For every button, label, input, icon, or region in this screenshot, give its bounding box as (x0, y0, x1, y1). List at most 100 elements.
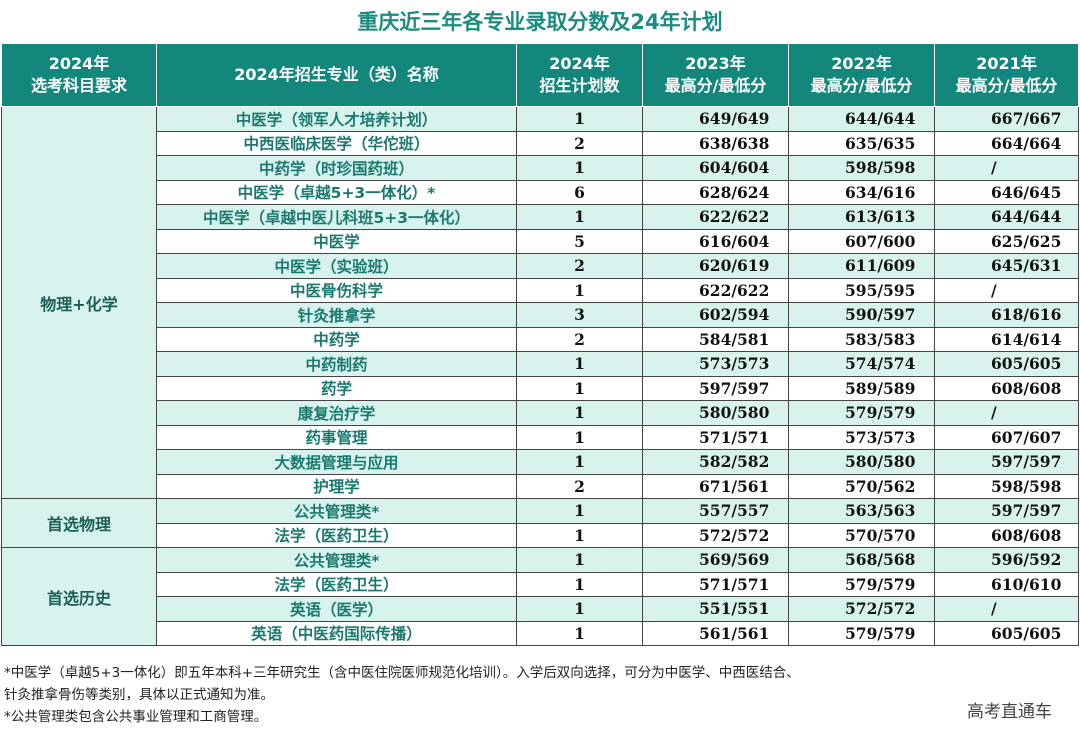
header-line: 最高分/最低分 (810, 76, 913, 95)
table-row: 中药学（时珍国药班） 1 604/604 598/598/ (2, 155, 1079, 181)
subject-group-label: 物理+化学 (1, 106, 157, 499)
score-2021-cell: / (934, 155, 1079, 181)
major-cell: 中医学 (156, 228, 517, 254)
score-2022-cell: 644/644 (788, 106, 935, 132)
footnote-line: *公共管理类包含公共事业管理和工商管理。 (4, 709, 268, 725)
score-2021-cell: 625/625 (934, 228, 1079, 254)
table-row: 英语（医学） 1 551/551 572/572/ (2, 596, 1079, 622)
plan-cell: 5 (516, 228, 643, 254)
major-cell: 中医学（卓越5+3一体化）* (156, 179, 517, 205)
score-2021-cell: 608/608 (934, 522, 1079, 548)
score-2021-cell: 646/645 (934, 179, 1079, 205)
page-title: 重庆近三年各专业录取分数及24年计划 (357, 10, 723, 34)
score-2023-cell: 628/624 (642, 179, 789, 205)
table-row: 法学（医药卫生） 1 571/571 579/579 610/610 (2, 571, 1079, 597)
table-row: 药学 1 597/597 589/589 608/608 (2, 375, 1079, 401)
header-line: 最高分/最低分 (955, 76, 1058, 95)
score-2023-cell: 602/594 (642, 302, 789, 328)
table-row: 中医学（卓越5+3一体化）* 6 628/624 634/616 646/645 (2, 179, 1079, 205)
plan-cell: 1 (516, 547, 643, 573)
plan-cell: 1 (516, 449, 643, 475)
score-2021-cell: 608/608 (934, 375, 1079, 401)
major-cell: 康复治疗学 (156, 400, 517, 426)
table-row: 物理+化学 中医学（领军人才培养计划） 1 649/649 644/644 667/667 (1, 106, 1079, 499)
major-cell: 大数据管理与应用 (156, 449, 517, 475)
plan-cell: 1 (516, 400, 643, 426)
score-2021-cell: 597/597 (934, 498, 1079, 524)
table-row: 中医学（实验班） 2 620/619 611/609 645/631 (2, 253, 1079, 279)
score-2022-cell: 563/563 (788, 498, 935, 524)
score-2022-cell: 611/609 (788, 253, 935, 279)
table-row: 大数据管理与应用 1 582/582 580/580 597/597 (2, 449, 1079, 475)
header-line: 2024年 (549, 54, 610, 73)
score-2021-cell: 610/610 (934, 571, 1079, 597)
header-major: 2024年招生专业（类）名称 (156, 43, 517, 107)
score-2023-cell: 582/582 (642, 449, 789, 475)
score-2021-cell: 614/614 (934, 326, 1079, 352)
header-line: 2023年 (685, 54, 746, 73)
plan-cell: 1 (516, 522, 643, 548)
score-2022-cell: 570/562 (788, 473, 935, 499)
score-2022-cell: 590/597 (788, 302, 935, 328)
score-2023-cell: 638/638 (642, 130, 789, 156)
major-cell: 护理学 (156, 473, 517, 499)
score-2023-cell: 573/573 (642, 351, 789, 377)
plan-cell: 1 (516, 498, 643, 524)
plan-cell: 2 (516, 326, 643, 352)
table-header-row: 2024年 选考科目要求 2024年招生专业（类）名称 2024年 招生计划数 … (1, 43, 1079, 107)
score-2023-cell: 616/604 (642, 228, 789, 254)
score-2022-cell: 635/635 (788, 130, 935, 156)
major-cell: 中医学（卓越中医儿科班5+3一体化） (156, 204, 517, 230)
score-2021-cell: 645/631 (934, 253, 1079, 279)
table-body: 物理+化学 中医学（领军人才培养计划） 1 649/649 644/644 667/667… (1, 106, 1079, 646)
plan-cell: 1 (516, 106, 643, 132)
plan-cell: 1 (516, 620, 643, 646)
header-plan: 2024年 招生计划数 (516, 43, 643, 107)
major-cell: 中西医临床医学（华佗班） (156, 130, 517, 156)
table-row: 中药制药 1 573/573 574/574 605/605 (2, 351, 1079, 377)
subject-group-label: 首选历史 (1, 547, 157, 646)
table-row: 中药学 2 584/581 583/583 614/614 (2, 326, 1079, 352)
header-line: 2024年 (48, 54, 110, 73)
score-2022-cell: 579/579 (788, 571, 935, 597)
header-2023: 2023年 最高分/最低分 (642, 43, 789, 107)
plan-cell: 2 (516, 253, 643, 279)
score-2022-cell: 598/598 (788, 155, 935, 181)
score-2023-cell: 604/604 (642, 155, 789, 181)
score-2021-cell: 597/597 (934, 449, 1079, 475)
watermark-text: 高考直通车 (967, 702, 1052, 722)
major-cell: 中医学（实验班） (156, 253, 517, 279)
table-row: 针灸推拿学 3 602/594 590/597 618/616 (2, 302, 1079, 328)
plan-cell: 1 (516, 277, 643, 303)
header-line: 2022年 (831, 54, 892, 73)
score-2022-cell: 574/574 (788, 351, 935, 377)
score-2021-cell: 644/644 (934, 204, 1079, 230)
table-row: 法学（医药卫生） 1 572/572 570/570 608/608 (2, 522, 1079, 548)
header-subject-requirement: 2024年 选考科目要求 (1, 43, 157, 107)
plan-cell: 1 (516, 424, 643, 450)
plan-cell: 1 (516, 571, 643, 597)
score-2021-cell: 667/667 (934, 106, 1079, 132)
plan-cell: 1 (516, 155, 643, 181)
score-2021-cell: / (934, 596, 1079, 622)
score-2023-cell: 557/557 (642, 498, 789, 524)
table-row: 首选历史 公共管理类* 1 569/569 568/568 596/592 (1, 547, 1079, 646)
score-2022-cell: 613/613 (788, 204, 935, 230)
score-2023-cell: 572/572 (642, 522, 789, 548)
major-cell: 中药制药 (156, 351, 517, 377)
score-2021-cell: 607/607 (934, 424, 1079, 450)
plan-cell: 6 (516, 179, 643, 205)
score-2023-cell: 571/571 (642, 424, 789, 450)
header-line: 2021年 (976, 54, 1037, 73)
plan-cell: 2 (516, 130, 643, 156)
table-row: 康复治疗学 1 580/580 579/579/ (2, 400, 1079, 426)
score-2023-cell: 620/619 (642, 253, 789, 279)
major-cell: 中医骨伤科学 (156, 277, 517, 303)
score-2022-cell: 568/568 (788, 547, 935, 573)
score-2023-cell: 580/580 (642, 400, 789, 426)
score-2021-cell: / (934, 400, 1079, 426)
table-row: 护理学 2 671/561 570/562 598/598 (2, 473, 1079, 499)
subject-group-label: 首选物理 (1, 498, 157, 548)
header-2021: 2021年 最高分/最低分 (934, 43, 1079, 107)
footnote-line: *中医学（卓越5+3一体化）即五年本科+三年研究生（含中医住院医师规范化培训）。… (4, 665, 800, 681)
